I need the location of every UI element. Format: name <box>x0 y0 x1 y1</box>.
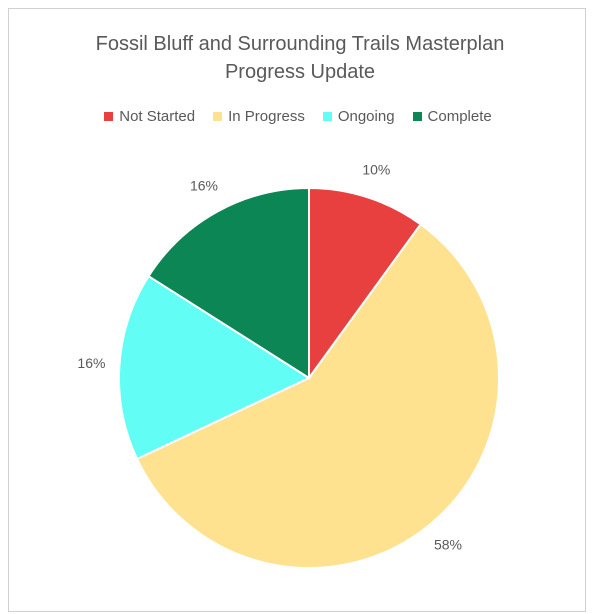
data-label: 16% <box>77 355 105 371</box>
legend: Not Started In Progress Ongoing Complete <box>0 108 596 125</box>
pie-slice <box>118 274 312 461</box>
data-label: 16% <box>190 178 218 194</box>
chart-title: Fossil Bluff and Surrounding Trails Mast… <box>95 33 505 83</box>
legend-item: Not Started <box>104 108 195 125</box>
pie-slice <box>147 186 310 380</box>
legend-item: Complete <box>412 108 492 125</box>
legend-swatch <box>412 112 422 121</box>
legend-label: Ongoing <box>337 108 395 125</box>
data-label: 58% <box>434 537 462 553</box>
data-label: 10% <box>362 161 390 177</box>
legend-label: Complete <box>427 108 492 125</box>
legend-swatch <box>322 112 332 121</box>
legend-label: Not Started <box>119 108 196 125</box>
legend-swatch <box>213 112 223 121</box>
pie-slice <box>135 222 500 569</box>
legend-swatch <box>104 112 114 121</box>
legend-item: In Progress <box>213 108 305 125</box>
pie-slice <box>308 186 423 382</box>
chart-frame <box>8 8 586 612</box>
legend-label: In Progress <box>228 108 305 125</box>
legend-item: Ongoing <box>322 108 395 125</box>
